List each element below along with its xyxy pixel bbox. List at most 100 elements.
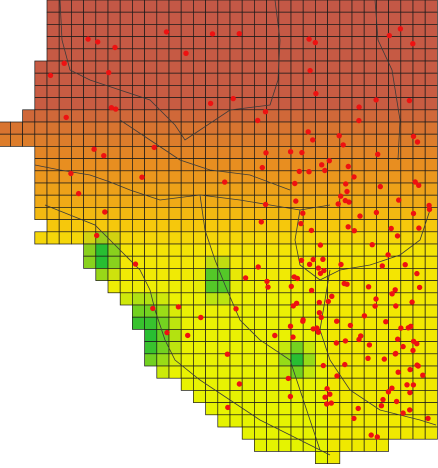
- grid-cell: [241, 390, 255, 403]
- grid-cell: [156, 72, 170, 86]
- grid-cell: [302, 304, 316, 318]
- grid-cell: [58, 36, 72, 50]
- station-dot: [336, 133, 342, 139]
- grid-cell: [119, 182, 133, 196]
- grid-cell: [46, 36, 60, 50]
- grid-cell: [363, 133, 377, 147]
- grid-cell: [229, 85, 243, 98]
- grid-cell: [168, 268, 182, 281]
- grid-cell: [241, 341, 255, 355]
- grid-cell: [71, 219, 84, 233]
- grid-cell: [351, 24, 365, 37]
- station-dot: [333, 340, 340, 346]
- grid-cell: [217, 11, 231, 25]
- grid-cell: [217, 231, 231, 245]
- grid-cell: [180, 268, 194, 281]
- grid-cell: [180, 255, 194, 269]
- grid-cell: [180, 243, 194, 257]
- grid-cell: [119, 109, 133, 123]
- grid-cell: [119, 36, 133, 50]
- grid-cell: [156, 243, 170, 257]
- grid-cell: [400, 231, 414, 245]
- grid-cell: [180, 280, 194, 294]
- station-dot: [315, 265, 322, 271]
- grid-cell: [144, 170, 158, 184]
- grid-cell: [156, 207, 170, 220]
- grid-cell: [95, 60, 109, 74]
- grid-cell: [193, 329, 206, 342]
- grid-cell: [229, 0, 243, 13]
- grid-cell: [83, 255, 97, 269]
- grid-cell: [107, 121, 121, 135]
- grid-cell: [424, 133, 438, 147]
- grid-cell: [119, 48, 133, 62]
- grid-cell: [156, 0, 170, 13]
- grid-cell: [119, 243, 133, 257]
- grid-cell: [83, 97, 97, 111]
- grid-cell: [229, 292, 243, 306]
- grid-cell: [119, 170, 133, 184]
- grid-cell: [424, 341, 438, 355]
- station-dot: [207, 100, 214, 107]
- grid-cell: [254, 48, 267, 62]
- grid-cell: [217, 414, 231, 428]
- grid-cell: [424, 402, 438, 416]
- station-dot: [407, 389, 413, 396]
- grid-cell: [266, 60, 280, 74]
- grid-cell: [327, 255, 341, 269]
- grid-cell: [412, 97, 426, 111]
- grid-cell: [119, 24, 133, 37]
- grid-cell: [327, 353, 341, 367]
- grid-cell: [424, 0, 438, 13]
- grid-cell: [119, 280, 133, 294]
- grid-cell: [254, 414, 267, 428]
- grid-cell: [266, 268, 280, 281]
- grid-cell: [254, 85, 267, 98]
- grid-cell: [144, 121, 158, 135]
- grid-cell: [180, 0, 194, 13]
- grid-cell: [144, 182, 158, 196]
- grid-cell: [144, 219, 158, 233]
- grid-cell: [266, 207, 280, 220]
- grid-cell: [193, 292, 206, 306]
- grid-cell: [339, 11, 353, 25]
- grid-cell: [95, 97, 109, 111]
- grid-cell: [95, 48, 109, 62]
- station-dot: [312, 39, 318, 46]
- station-dot: [322, 167, 328, 174]
- grid-cell: [95, 219, 109, 233]
- grid-cell: [46, 170, 60, 184]
- grid-cell: [95, 182, 109, 196]
- station-dot: [224, 351, 231, 357]
- station-dot: [327, 391, 333, 397]
- grid-cell: [107, 48, 121, 62]
- grid-cell: [412, 316, 426, 330]
- grid-cell: [266, 414, 280, 428]
- grid-cell: [339, 146, 353, 159]
- grid-cell: [241, 292, 255, 306]
- grid-cell: [290, 36, 304, 50]
- grid-cell: [156, 316, 170, 330]
- river-line: [119, 119, 291, 191]
- grid-cell: [339, 243, 353, 257]
- grid-cell: [229, 231, 243, 245]
- grid-cell: [217, 255, 231, 269]
- grid-cell: [193, 11, 206, 25]
- grid-cell: [254, 304, 267, 318]
- grid-cell: [95, 133, 109, 147]
- country-border: [59, 0, 281, 141]
- grid-cell: [34, 85, 48, 98]
- grid-cell: [180, 158, 194, 172]
- grid-cell: [278, 97, 292, 111]
- grid-cell: [205, 11, 219, 25]
- grid-cell: [278, 255, 292, 269]
- grid-cell: [156, 11, 170, 25]
- station-dot: [344, 188, 350, 195]
- grid-cell: [254, 133, 267, 147]
- grid-cell: [83, 158, 97, 172]
- grid-cell: [266, 24, 280, 37]
- grid-cell: [119, 72, 133, 86]
- grid-cell: [58, 194, 72, 208]
- grid-cell: [71, 97, 84, 111]
- grid-cell: [400, 146, 414, 159]
